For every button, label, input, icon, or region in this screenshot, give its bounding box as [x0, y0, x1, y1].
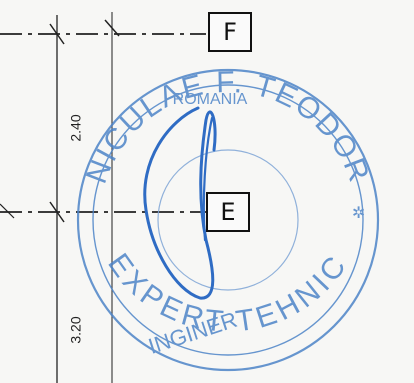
svg-text:✲: ✲	[352, 203, 365, 222]
dimension-label-upper: 2.40	[67, 114, 84, 142]
tick-mark	[104, 19, 120, 37]
tick-mark	[49, 201, 65, 223]
signature-stroke	[143, 106, 217, 300]
dimension-label-lower: 3.20	[67, 316, 84, 344]
axis-tag-f: F	[208, 12, 252, 52]
tick-mark	[49, 23, 65, 45]
axis-tag-e: E	[206, 192, 250, 232]
signature-stroke	[202, 116, 214, 242]
tick-mark	[0, 203, 15, 219]
svg-text:NICULAE F. TEODOR: NICULAE F. TEODOR	[80, 66, 376, 188]
svg-text:ROMANIA: ROMANIA	[173, 91, 248, 108]
